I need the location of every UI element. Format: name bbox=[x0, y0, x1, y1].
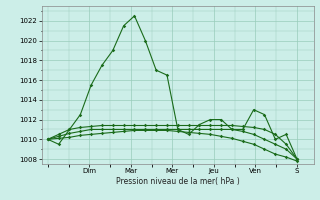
X-axis label: Pression niveau de la mer( hPa ): Pression niveau de la mer( hPa ) bbox=[116, 177, 239, 186]
